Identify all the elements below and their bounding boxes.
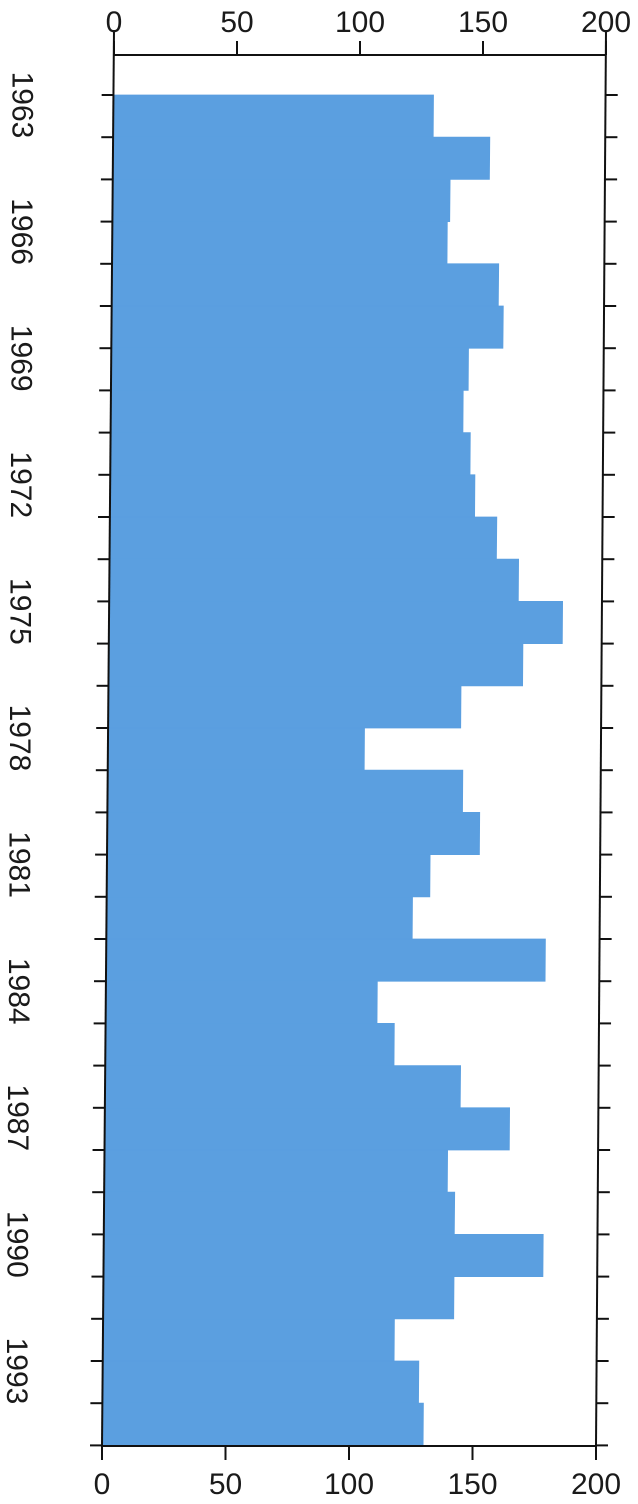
bar-1974 [108,558,520,602]
y-tick-label: 1978 [3,705,36,772]
bar-1987 [104,1107,511,1151]
bar-1983 [105,938,546,982]
y-tick-label: 1966 [5,198,38,265]
x-tick-label-top: 150 [458,6,508,39]
bar-1966 [111,221,448,265]
bar-1980 [106,812,481,855]
x-tick-label-bottom: 150 [447,1468,497,1501]
y-tick-label: 1990 [1,1211,34,1278]
bar-1982 [105,896,413,940]
bar-1978 [107,727,365,771]
y-tick-label: 1981 [2,831,35,898]
y-tick-label: 1984 [2,958,35,1025]
bar-1990 [103,1234,544,1277]
bar-1964 [112,136,491,180]
y-tick-label: 1987 [1,1084,34,1151]
bar-1972 [109,474,476,518]
bar-1970 [110,389,464,434]
bar-1994 [101,1402,424,1446]
x-tick-label-bottom: 50 [209,1468,242,1501]
bar-1984 [105,980,378,1024]
bar-1977 [107,685,462,729]
y-tick-label: 1972 [4,451,37,518]
bar-1971 [109,432,471,476]
bar-1968 [111,305,504,349]
bar-1993 [101,1360,420,1404]
bar-1967 [111,263,500,307]
bar-1965 [112,178,451,223]
bar-1988 [103,1149,449,1193]
bar-1981 [106,854,431,898]
labels-group: 0 0 50 50 100 100 150 150 200 200 1963 1966 1969 1972… [0,6,631,1501]
bar-1976 [108,643,524,687]
x-tick-label-top: 50 [220,6,253,39]
bar-1963 [112,94,434,138]
y-tick-label: 1975 [3,578,36,645]
x-tick-label-bottom: 100 [324,1468,374,1501]
bar-1989 [103,1191,456,1235]
x-tick-label-top: 200 [581,6,631,39]
bar-1985 [104,1023,395,1066]
x-tick-label-top: 100 [335,6,385,39]
bar-1969 [110,347,469,391]
bars-group [101,94,564,1446]
y-tick-label: 1993 [0,1338,33,1405]
x-tick-label-bottom: 0 [94,1468,111,1501]
bar-1986 [104,1065,462,1109]
bar-1975 [108,601,564,644]
bar-1991 [102,1276,455,1320]
ticks-group [90,41,618,1460]
x-tick-label-bottom: 200 [571,1468,621,1501]
x-tick-label-top: 0 [106,6,123,39]
bar-1992 [102,1318,395,1362]
right-axis-line [595,29,607,1447]
bar-1979 [107,769,464,813]
y-tick-label: 1969 [4,325,37,392]
y-tick-label: 1963 [5,72,38,139]
bar-1973 [109,516,498,560]
left-axis-line [101,29,115,1447]
